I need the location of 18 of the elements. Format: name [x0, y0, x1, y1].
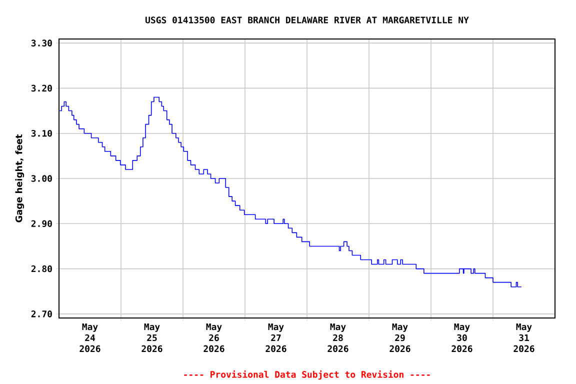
x-tick-label: May 25 2026	[142, 324, 162, 352]
y-tick-label: 2.70	[31, 310, 52, 318]
y-tick-label: 3.20	[31, 84, 52, 92]
text: ---- Provisional Data Subject to Revision ----	[184, 370, 430, 380]
y-tick-label: 2.80	[31, 265, 52, 272]
y-axis-title: Gage height, feet	[15, 134, 24, 222]
y-tick-label: 3.10	[31, 130, 52, 137]
x-tick-label: May 29 2026	[390, 324, 410, 352]
y-tick-label: 2.90	[31, 220, 52, 228]
x-tick-label: May 27 2026	[266, 324, 286, 352]
x-tick-label: May 26 2026	[204, 324, 224, 352]
y-tick-label: 3.30	[31, 40, 52, 46]
x-tick-label: May 30 2026	[452, 324, 472, 352]
y-tick-label: 3.00	[31, 175, 52, 182]
x-tick-label: May 24 2026	[80, 324, 100, 352]
chart-title: USGS 01413500 EAST BRANCH DELAWARE RIVER AT MARGARETVILLE NY	[146, 16, 469, 24]
x-tick-label: May 31 2026	[514, 324, 534, 352]
x-tick-label: May 28 2026	[328, 324, 348, 352]
